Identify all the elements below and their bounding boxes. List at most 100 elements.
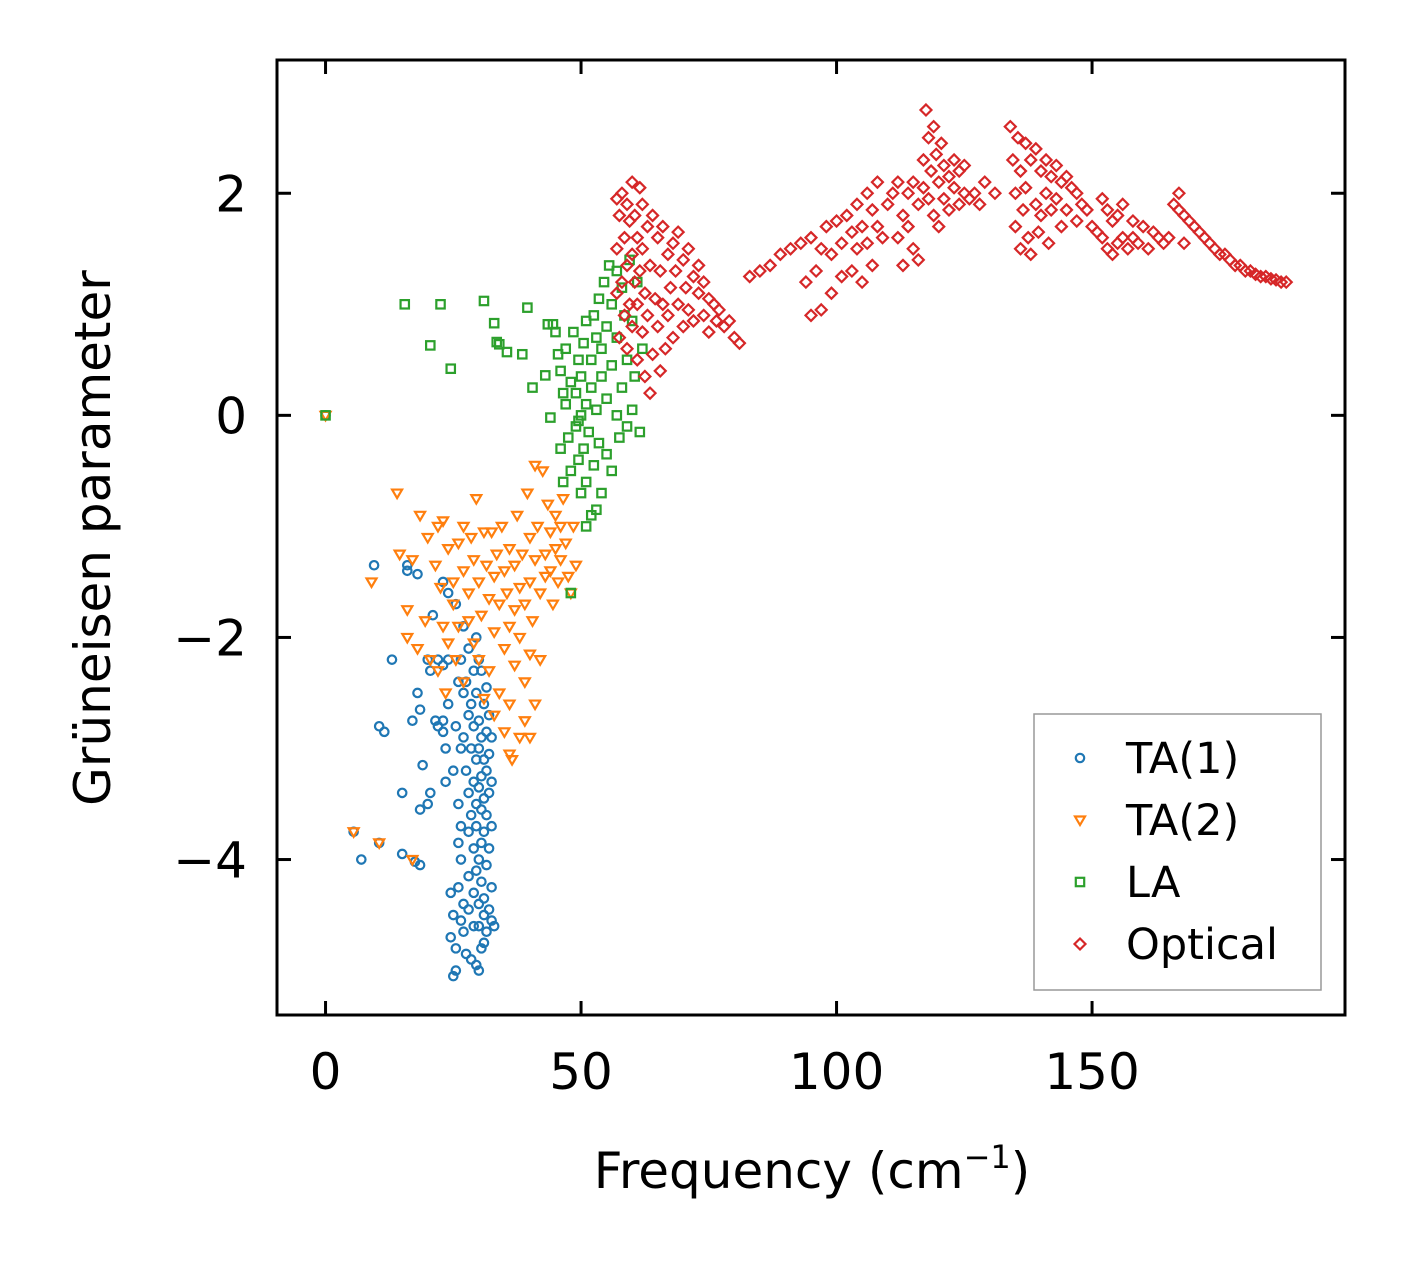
data-point (583, 426, 595, 438)
x-tick-label: 50 (549, 1043, 613, 1101)
data-point (446, 577, 461, 590)
data-point (1018, 136, 1033, 151)
data-point (1100, 202, 1115, 217)
data-point (931, 175, 946, 190)
data-point (732, 336, 747, 351)
data-point (522, 302, 533, 313)
data-point (924, 163, 939, 179)
series-optical (609, 102, 1294, 401)
data-point (400, 632, 415, 645)
data-point (711, 302, 727, 317)
data-point (911, 197, 926, 212)
data-point (575, 410, 587, 421)
data-point (1069, 213, 1084, 229)
y-tick-label: 0 (215, 387, 247, 445)
data-point (957, 158, 972, 173)
data-point (603, 260, 615, 271)
data-point (493, 338, 505, 350)
data-point (487, 627, 502, 640)
data-point (1095, 191, 1110, 206)
data-point (458, 687, 469, 699)
data-point (512, 582, 527, 595)
data-point (482, 593, 496, 606)
data-point (1110, 208, 1125, 223)
data-point (742, 269, 757, 284)
data-point (392, 549, 407, 562)
data-point (650, 230, 665, 245)
data-point (601, 393, 612, 404)
data-point (400, 605, 415, 617)
data-point (437, 715, 449, 727)
data-point (486, 732, 497, 743)
data-point (405, 555, 420, 567)
data-point (494, 521, 509, 534)
data-point (578, 337, 589, 349)
data-point (1044, 169, 1059, 184)
data-point (523, 732, 537, 745)
data-point (1054, 219, 1069, 234)
data-point (1171, 186, 1186, 201)
y-tick-label: −4 (173, 832, 247, 890)
y-tick-label: 2 (215, 165, 247, 223)
data-point (548, 544, 563, 556)
data-point (477, 527, 491, 540)
data-point (626, 315, 638, 327)
data-point (507, 660, 522, 673)
data-point (569, 560, 583, 573)
data-point (396, 787, 408, 799)
data-point (1115, 230, 1130, 245)
data-point (543, 566, 558, 578)
data-point (481, 682, 492, 693)
data-point (696, 308, 711, 323)
data-point (660, 247, 675, 262)
data-point (450, 943, 462, 954)
data-point (865, 202, 880, 217)
data-point (568, 326, 579, 338)
data-point (880, 197, 895, 212)
data-point (562, 432, 574, 443)
data-point (478, 295, 490, 307)
data-point (463, 904, 474, 915)
data-point (516, 348, 528, 360)
data-point (929, 147, 944, 162)
data-point (512, 732, 527, 745)
data-point (783, 241, 798, 256)
data-point (364, 577, 379, 590)
data-point (478, 698, 490, 710)
data-point (560, 343, 572, 355)
data-point (560, 398, 572, 410)
data-point (491, 336, 503, 348)
data-point (849, 197, 865, 212)
data-point (681, 302, 696, 317)
data-point (588, 460, 600, 471)
data-point (621, 421, 633, 432)
plot-frame (275, 58, 1347, 1017)
data-point (486, 915, 497, 926)
data-point (1238, 263, 1253, 279)
data-point (477, 693, 491, 706)
data-point (936, 191, 951, 206)
data-point (417, 759, 428, 771)
data-point (463, 826, 474, 838)
data-point (570, 421, 582, 432)
data-point (609, 241, 624, 256)
data-point (637, 369, 652, 384)
legend-marker-icon (1072, 936, 1088, 952)
data-point (1120, 241, 1135, 256)
data-point (588, 310, 600, 321)
data-point (476, 943, 487, 954)
data-point (676, 319, 691, 334)
data-point (1049, 158, 1064, 173)
data-point (470, 865, 482, 876)
data-point (553, 555, 568, 567)
data-point (1059, 169, 1074, 184)
data-point (972, 197, 987, 212)
data-point (591, 404, 602, 416)
data-point (445, 887, 457, 899)
data-point (834, 269, 849, 284)
data-point (632, 180, 647, 195)
data-point (1008, 186, 1023, 201)
data-point (447, 970, 459, 982)
data-point (346, 827, 361, 839)
data-point (538, 571, 553, 584)
